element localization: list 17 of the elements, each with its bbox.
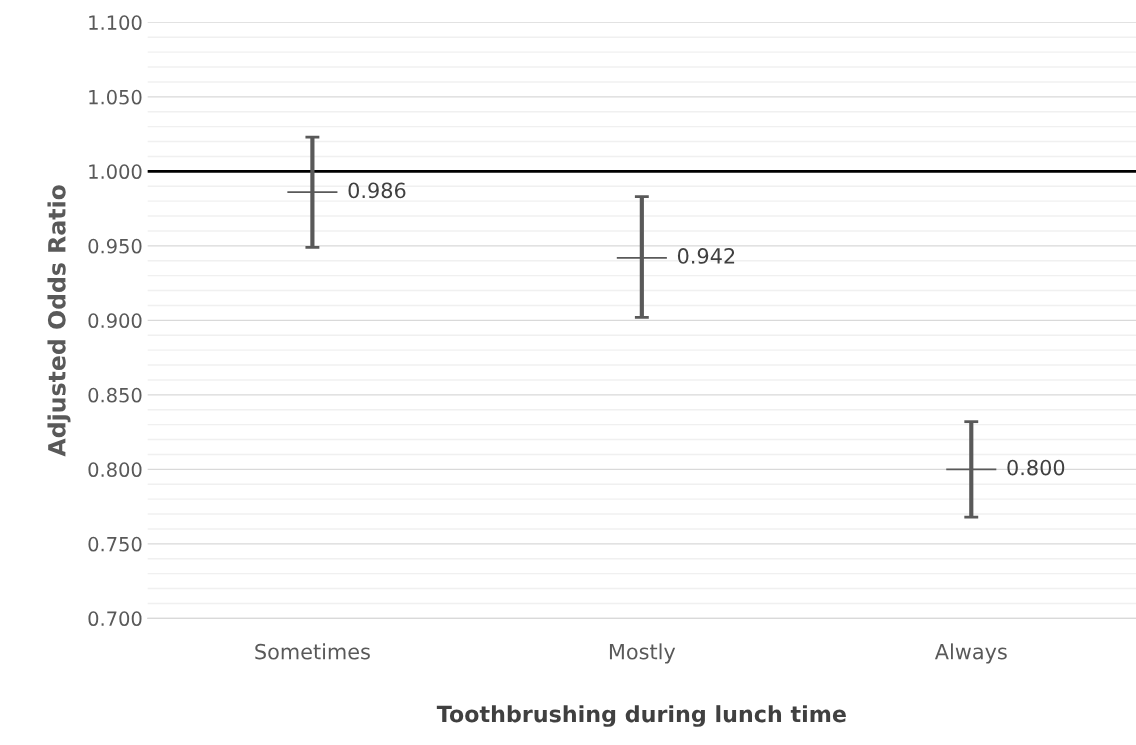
y-tick-label: 0.950 xyxy=(88,238,142,254)
y-tick-label: 0.900 xyxy=(88,313,142,329)
y-tick-label: 1.000 xyxy=(89,164,142,180)
x-tick-label: Sometimes xyxy=(255,643,370,660)
y-tick-label: 1.100 xyxy=(89,15,142,31)
y-tick-label: 0.800 xyxy=(88,462,142,478)
x-tick-label: Mostly xyxy=(609,643,676,664)
x-tick-label: Always xyxy=(934,643,1007,664)
y-tick-label: 0.700 xyxy=(88,611,142,627)
y-tick-label: 0.850 xyxy=(88,387,142,403)
y-tick-label: 1.050 xyxy=(89,89,142,105)
y-axis-title: Adjusted Odds Ratio xyxy=(47,185,71,457)
data-label: 0.800 xyxy=(1007,459,1065,476)
y-tick-label: 0.750 xyxy=(88,536,142,552)
data-label: 0.986 xyxy=(348,182,406,199)
data-label: 0.942 xyxy=(677,248,735,264)
x-axis-title: Toothbrushing during lunch time xyxy=(436,705,846,727)
